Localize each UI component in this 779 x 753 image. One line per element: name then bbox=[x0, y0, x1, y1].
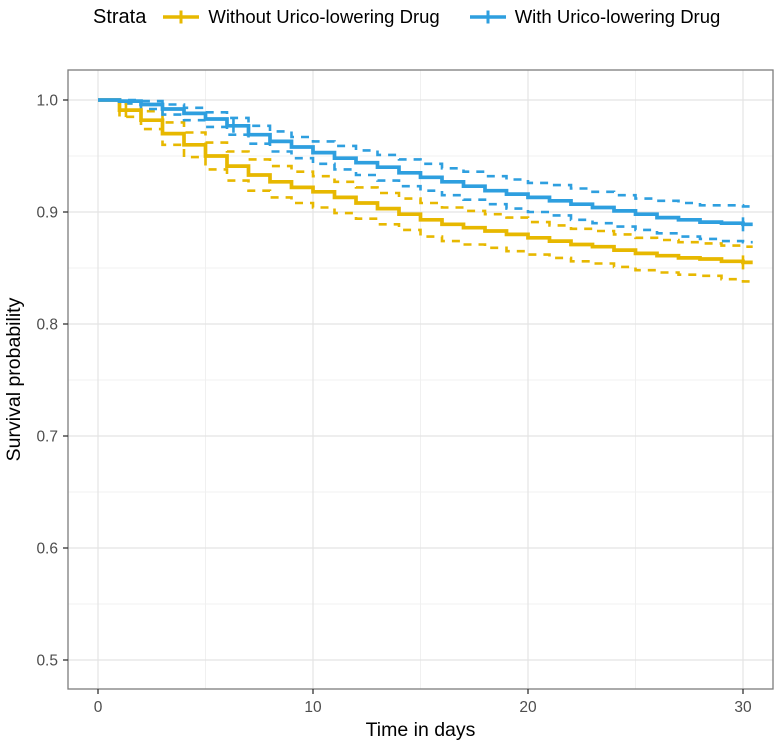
legend: Strata Without Urico-lowering Drug With … bbox=[93, 5, 720, 29]
y-tick-label: 0.6 bbox=[36, 541, 58, 558]
y-tick-label: 0.7 bbox=[36, 429, 58, 446]
y-axis-title: Survival probability bbox=[3, 297, 25, 461]
survival-line-censor-icon bbox=[163, 10, 200, 24]
x-axis-title: Time in days bbox=[366, 719, 476, 741]
legend-label-with: With Urico-lowering Drug bbox=[514, 6, 721, 27]
survival-curve-with-solid bbox=[98, 98, 753, 227]
y-tick-label: 0.9 bbox=[36, 205, 58, 222]
y-axis: 0.5 0.6 0.7 0.8 0.9 1.0 bbox=[36, 93, 68, 670]
legend-item-with: With Urico-lowering Drug bbox=[468, 5, 721, 29]
grid-minor bbox=[68, 70, 773, 689]
survival-curves bbox=[98, 98, 753, 265]
ci-curve-with-lower-ci bbox=[98, 98, 753, 244]
x-axis: 0 10 20 30 bbox=[94, 689, 752, 716]
legend-label-without: Without Urico-lowering Drug bbox=[208, 6, 440, 27]
confidence-intervals bbox=[98, 98, 753, 283]
y-tick-label: 0.5 bbox=[36, 653, 58, 670]
panel-border bbox=[67, 69, 774, 690]
x-tick-label: 20 bbox=[519, 699, 537, 716]
ci-curve-without-upper-ci bbox=[98, 98, 753, 248]
x-tick-label: 0 bbox=[94, 699, 103, 716]
legend-title: Strata bbox=[93, 5, 147, 28]
censor-marks bbox=[124, 103, 745, 270]
ci-curve-without-lower-ci bbox=[98, 98, 753, 283]
legend-item-without: Without Urico-lowering Drug bbox=[161, 5, 440, 29]
x-tick-label: 30 bbox=[734, 699, 752, 716]
survival-curve-without-solid bbox=[98, 98, 753, 265]
x-tick-label: 10 bbox=[304, 699, 322, 716]
ci-curve-with-upper-ci bbox=[98, 98, 753, 208]
survival-line-censor-icon bbox=[469, 10, 506, 24]
y-tick-label: 1.0 bbox=[36, 93, 58, 110]
y-tick-label: 0.8 bbox=[36, 317, 58, 334]
